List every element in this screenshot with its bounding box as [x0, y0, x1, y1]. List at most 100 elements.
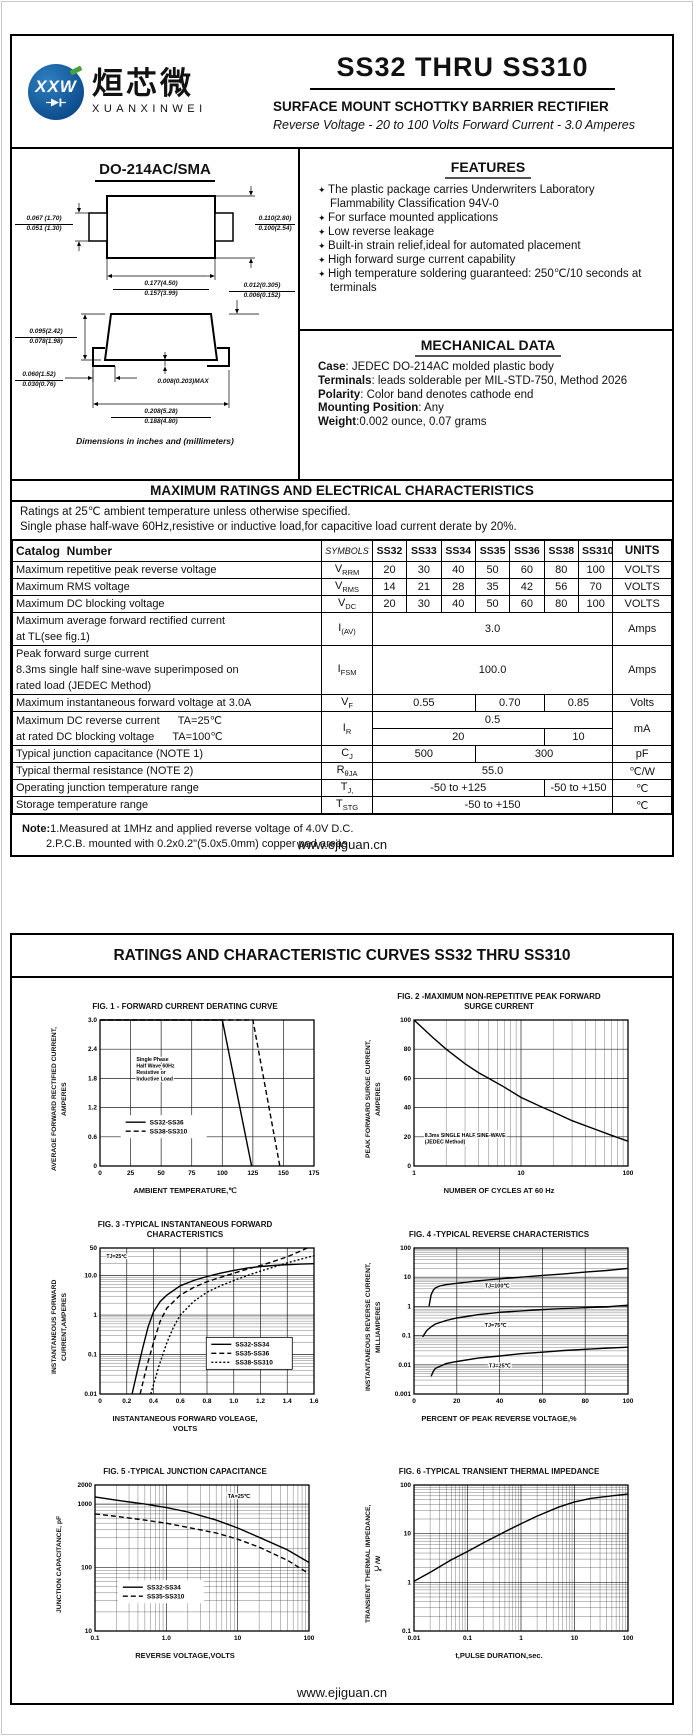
table-row: Maximum RMS voltage VRMS 14 21 28 35 42 56 70 VOL… — [11, 578, 672, 597]
svg-text:1: 1 — [408, 1303, 412, 1310]
package-drawing-section: DO-214AC/SMA — [12, 149, 300, 479]
figure-2-ylabel: PEAK FORWARD SURGE CURRENT, AMPERES — [364, 1039, 382, 1159]
table-cell: 0.85 — [543, 694, 614, 713]
logo-circle-icon: XXW — [28, 63, 84, 120]
svg-text:SS38-SS310: SS38-SS310 — [150, 1128, 188, 1135]
figure-5-xlabel: REVERSE VOLTAGE,VOLTS — [135, 1651, 235, 1661]
table-cell: 55.0 — [371, 762, 614, 781]
table-cell: 10 — [543, 728, 614, 747]
mechanical-item: Case: JEDEC DO-214AC molded plastic body — [318, 361, 554, 373]
col-header-device: SS33 — [406, 539, 442, 563]
table-cell: pF — [612, 745, 672, 764]
table-cell: Typical junction capacitance (NOTE 1) — [11, 745, 323, 764]
mechanical-item: Polarity: Color band denotes cathode end — [318, 388, 534, 401]
table-cell: VOLTS — [612, 561, 672, 580]
table-cell: RθJA — [321, 762, 373, 781]
table-row: Typical junction capacitance (NOTE 1) CJ 5… — [11, 745, 672, 764]
condition-line: Single phase half-wave 60Hz,resistive or… — [20, 520, 517, 533]
table-cell: Storage temperature range — [11, 796, 323, 815]
dim-standoff: 0.008(0.203)MAX — [157, 378, 209, 385]
figure-3-ylabel: INSTANTANEOUS FORWARD CURRENT,AMPERES — [50, 1279, 68, 1374]
table-cell: 0.70 — [474, 694, 545, 713]
svg-text:125: 125 — [248, 1170, 259, 1177]
table-cell: mA — [612, 711, 672, 747]
table-notes: Note:1.Measured at 1MHz and applied reve… — [12, 815, 672, 852]
condition-line: Ratings at 25℃ ambient temperature unles… — [20, 506, 351, 518]
figures-grid: FIG. 1 - FORWARD CURRENT DERATING CURVE … — [12, 978, 672, 1661]
svg-text:60: 60 — [539, 1398, 547, 1405]
svg-text:175: 175 — [309, 1170, 320, 1177]
svg-text:100: 100 — [400, 1482, 411, 1489]
table-cell: 20 — [371, 595, 408, 614]
svg-text:SS32-SS34: SS32-SS34 — [147, 1585, 181, 1592]
package-outline-drawing: 0.067 (1.70) 0.051 (1.30) 0.110(2.80) 0.10… — [15, 182, 295, 450]
table-cell: 60 — [509, 595, 545, 614]
table-cell: 30 — [406, 595, 442, 614]
svg-text:0: 0 — [98, 1170, 102, 1177]
table-cell: I(AV) — [321, 612, 373, 647]
table-cell: Maximum instantaneous forward voltage at… — [11, 694, 323, 713]
svg-text:SS35-SS310: SS35-SS310 — [147, 1594, 185, 1601]
svg-text:10: 10 — [571, 1635, 579, 1642]
table-cell: VF — [321, 694, 373, 713]
mechanical-item: Weight:0.002 ounce, 0.07 grams — [318, 416, 487, 429]
svg-text:0.1: 0.1 — [88, 1351, 97, 1358]
figure-2-peak-forward-surge: FIG. 2 -MAXIMUM NON-REPETITIVE PEAK FORW… — [344, 992, 654, 1196]
svg-text:0: 0 — [412, 1398, 416, 1405]
header: XXW 烜芯微 XUANXINWEI SS32 THRU SS310 SURFA… — [12, 36, 672, 149]
col-header-device: SS35 — [474, 539, 511, 563]
svg-text:0.2: 0.2 — [122, 1398, 131, 1405]
table-cell: 50 — [474, 561, 511, 580]
title-block: SS32 THRU SS310 SURFACE MOUNT SCHOTTKY B… — [267, 52, 672, 132]
table-cell: ℃ — [612, 796, 672, 815]
svg-text:75: 75 — [188, 1170, 196, 1177]
table-cell: 20 — [371, 561, 408, 580]
svg-text:0.001: 0.001 — [395, 1391, 412, 1398]
figure-1-chart: 0 25 50 75 100 125 150 175 0 0.6 1.2 1.8 2.4 3.0 Singl… — [88, 1017, 320, 1177]
svg-text:20: 20 — [404, 1134, 412, 1141]
table-row: Typical thermal resistance (NOTE 2) RθJA 5… — [11, 762, 672, 781]
svg-text:80: 80 — [404, 1046, 412, 1053]
svg-text:TA=25℃: TA=25℃ — [228, 1493, 251, 1500]
svg-text:0.1: 0.1 — [402, 1628, 411, 1635]
svg-text:100: 100 — [623, 1398, 634, 1405]
table-cell: VDC — [321, 595, 373, 614]
mechanical-item: Mounting Position: Any — [318, 402, 444, 415]
svg-text:1000: 1000 — [78, 1501, 93, 1508]
svg-text:100: 100 — [400, 1017, 411, 1024]
note-line-2: 2.P.C.B. mounted with 0.2x0.2"(5.0x5.0mm… — [46, 838, 348, 851]
figure-3-forward-characteristics: FIG. 3 -TYPICAL INSTANTANEOUS FORWARD CH… — [30, 1220, 340, 1434]
features-list: The plastic package carries Underwriters… — [318, 183, 658, 295]
ratings-section-heading: MAXIMUM RATINGS AND ELECTRICAL CHARACTER… — [12, 479, 672, 502]
figure-6-transient-thermal-impedance: FIG. 6 -TYPICAL TRANSIENT THERMAL IMPEDA… — [344, 1457, 654, 1661]
mechanical-item: Terminals: leads solderable per MIL-STD-… — [318, 374, 628, 387]
svg-text:Resistive or: Resistive or — [137, 1070, 166, 1076]
table-cell: -50 to +150 — [543, 779, 614, 798]
table-cell: 60 — [509, 561, 545, 580]
svg-text:0.1: 0.1 — [402, 1332, 411, 1339]
table-cell: 100 — [577, 595, 614, 614]
dim-body-length: 0.177(4.50) 0.157(3.99) — [113, 280, 209, 299]
table-cell: Amps — [612, 612, 672, 647]
table-cell: Typical thermal resistance (NOTE 2) — [11, 762, 323, 781]
dim-lead-thickness: 0.012(0.305) 0.006(0.152) — [229, 282, 295, 301]
svg-text:1.0: 1.0 — [162, 1635, 171, 1642]
ratings-conditions: Ratings at 25℃ ambient temperature unles… — [12, 502, 672, 539]
table-cell: 28 — [440, 578, 476, 597]
figure-6-title: FIG. 6 -TYPICAL TRANSIENT THERMAL IMPEDA… — [398, 1467, 600, 1477]
table-cell: 42 — [509, 578, 545, 597]
feature-item: The plastic package carries Underwriters… — [318, 183, 658, 211]
svg-text:0.6: 0.6 — [176, 1398, 185, 1405]
svg-text:2000: 2000 — [78, 1482, 93, 1489]
svg-text:0: 0 — [94, 1163, 98, 1170]
table-row: Maximum instantaneous forward voltage at… — [11, 694, 672, 713]
diode-symbol-icon — [46, 98, 66, 106]
figure-3-title: FIG. 3 -TYPICAL INSTANTANEOUS FORWARD CH… — [97, 1219, 273, 1239]
figure-4-reverse-characteristics: FIG. 4 -TYPICAL REVERSE CHARACTERISTICS … — [344, 1220, 654, 1434]
table-cell: 100 — [577, 561, 614, 580]
svg-text:10.0: 10.0 — [85, 1272, 98, 1279]
svg-text:10: 10 — [85, 1628, 93, 1635]
package-name: DO-214AC/SMA — [12, 161, 298, 182]
table-cell: CJ — [321, 745, 373, 764]
